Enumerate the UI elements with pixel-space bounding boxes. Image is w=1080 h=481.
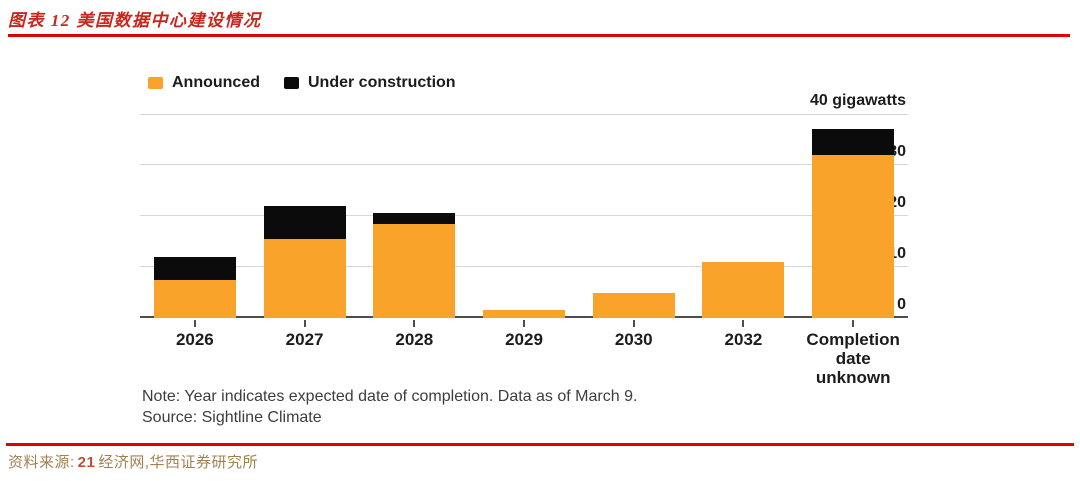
x-axis-label-6: Completion date unknown — [806, 330, 900, 388]
bar-column-2030 — [579, 292, 689, 318]
legend-label-under-construction: Under construction — [308, 74, 456, 91]
x-axis-label-1: 2027 — [285, 330, 324, 349]
y-axis-tick-label-0: 0 — [897, 296, 906, 313]
x-axis-tick-1 — [303, 320, 306, 327]
bar-segment-under-construction-6 — [812, 129, 895, 155]
y-axis-tick-label-40: 40 gigawatts — [809, 92, 906, 109]
bar-segment-under-construction-2 — [373, 213, 456, 224]
x-axis-tick-5 — [742, 320, 745, 327]
bar-segment-under-construction-0 — [153, 256, 236, 280]
footer-divider-line — [6, 443, 1074, 446]
bar-2027 — [263, 205, 346, 318]
x-axis-label-5: 2032 — [724, 330, 763, 349]
x-axis-tick-3 — [523, 320, 526, 327]
bar-segment-announced-6 — [812, 154, 895, 318]
x-axis-column-6: Completion date unknown — [798, 320, 908, 387]
bar-column-2028 — [359, 213, 469, 318]
under-construction-legend-swatch — [284, 77, 299, 89]
bar-column-2029 — [469, 310, 579, 318]
gridline-20 — [140, 215, 908, 216]
bar-segment-under-construction-1 — [263, 205, 346, 239]
x-axis-label-4: 2030 — [614, 330, 653, 349]
bar-2029 — [483, 310, 566, 318]
figure-title: 图表 12 美国数据中心建设情况 — [8, 11, 262, 30]
gridline-10 — [140, 266, 908, 267]
bar-segment-announced-3 — [483, 310, 566, 318]
plot-area: 0 10 20 30 40 gigawatts — [140, 92, 908, 318]
x-axis-label-0: 2026 — [175, 330, 214, 349]
bar-completion — [812, 129, 895, 318]
gridline-30 — [140, 164, 908, 165]
x-axis-tick-4 — [632, 320, 635, 327]
x-axis-column-3: 2029 — [469, 320, 579, 387]
x-axis-tick-2 — [413, 320, 416, 327]
gridline-40 — [140, 114, 908, 115]
bar-2026 — [153, 256, 236, 318]
x-axis-column-2: 2028 — [359, 320, 469, 387]
chart-area: Announced Under construction 0 10 20 30 40 g… — [140, 68, 915, 433]
bars-row — [140, 114, 908, 318]
chart-footnote: Note: Year indicates expected date of co… — [142, 386, 637, 428]
source-label: 资料来源: — [8, 454, 75, 471]
bar-column-completion — [798, 129, 908, 318]
bar-2030 — [592, 292, 675, 318]
chart-legend: Announced Under construction — [148, 74, 456, 92]
x-axis-column-5: 2032 — [689, 320, 799, 387]
x-axis-label-3: 2029 — [505, 330, 543, 349]
x-axis-label-2: 2028 — [395, 330, 434, 349]
bar-column-2032 — [689, 261, 799, 318]
bar-segment-announced-2 — [373, 223, 456, 318]
bar-2032 — [702, 261, 785, 318]
x-axis-column-1: 2027 — [250, 320, 360, 387]
bar-column-2027 — [250, 205, 360, 318]
source-text: 经济网,华西证券研究所 — [98, 454, 259, 471]
source-line: Source: Sightline Climate — [142, 409, 322, 427]
source-number: 21 — [77, 454, 96, 471]
title-divider-line — [8, 34, 1070, 37]
announced-legend-swatch — [148, 77, 163, 89]
legend-label-announced: Announced — [172, 74, 260, 91]
note-line: Note: Year indicates expected date of co… — [142, 388, 638, 405]
x-axis-column-0: 2026 — [140, 320, 250, 387]
x-axis-column-4: 2030 — [579, 320, 689, 387]
bar-2028 — [373, 213, 456, 318]
x-axis-tick-6 — [852, 320, 855, 327]
bar-segment-announced-0 — [153, 279, 236, 318]
bar-column-2026 — [140, 256, 250, 318]
data-source-line: 资料来源: 21 经济网,华西证券研究所 — [8, 451, 258, 472]
x-axis: 2026 2027 2028 2029 2030 2032 Completion date … — [140, 320, 908, 387]
bar-segment-announced-5 — [702, 261, 785, 318]
bar-segment-announced-4 — [592, 292, 675, 318]
x-axis-tick-0 — [193, 320, 196, 327]
bar-segment-announced-1 — [263, 239, 346, 318]
